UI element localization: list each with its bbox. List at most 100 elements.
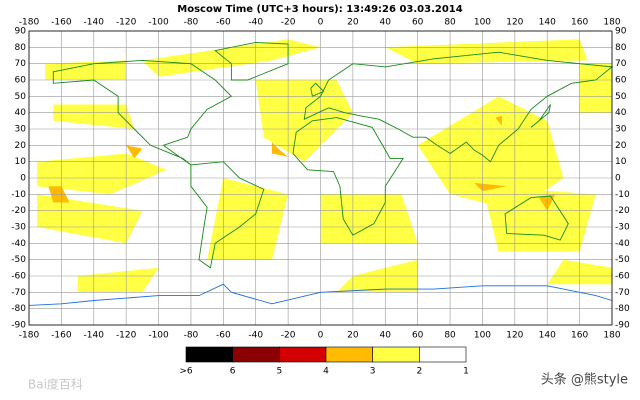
x-tick-label: 20 [347,331,359,341]
x-tick-label: -60 [216,331,231,341]
x-tick-label: 160 [571,331,588,341]
legend-label: >6 [179,367,193,377]
y-tick-label: 0 [615,174,621,184]
x-tick-label: 0 [318,18,324,28]
y-tick-label: -20 [11,206,26,216]
legend-swatch [279,346,327,363]
y-tick-label: 50 [15,92,27,102]
legend-label: 3 [370,367,376,377]
x-tick-label: -80 [184,331,199,341]
map-title: Moscow Time (UTC+3 hours): 13:49:26 03.0… [177,4,462,15]
zone-2 [142,39,321,77]
zone-3 [271,142,289,157]
y-tick-label: -70 [615,288,630,298]
zones [37,39,612,293]
x-tick-label: -180 [19,18,40,28]
x-tick-label: -120 [116,331,137,341]
y-tick-label: 60 [15,76,27,86]
x-tick-label: -20 [281,18,296,28]
y-tick-label: -30 [11,223,26,233]
landmass [190,161,265,269]
x-tick-label: -40 [248,331,263,341]
legend-swatch [372,346,420,363]
watermark: 头条 @熊style [541,372,628,388]
legend-label: 5 [276,367,282,377]
legend-swatch [185,346,233,363]
legend-swatch [325,346,373,363]
y-tick-label: -40 [615,239,630,249]
x-tick-label: -160 [51,331,72,341]
y-tick-label: 90 [15,27,27,37]
x-tick-label: 20 [347,18,359,28]
landmass [530,104,551,128]
landmass [303,51,614,163]
x-tick-label: -140 [84,331,105,341]
x-tick-label: -140 [84,18,105,28]
x-tick-label: 60 [412,331,424,341]
legend-label: 1 [463,367,469,377]
landmass [214,41,289,81]
grid [28,30,613,326]
y-tick-label: -80 [11,304,26,314]
x-tick-label: 120 [506,18,523,28]
x-tick-label: 160 [571,18,588,28]
x-tick-label: 100 [474,18,491,28]
y-tick-label: -10 [11,190,26,200]
x-tick-label: 60 [412,18,424,28]
x-tick-label: -100 [148,18,169,28]
x-tick-label: -20 [281,331,296,341]
coastlines [28,41,614,306]
watermark: Bai度百科 [28,377,83,392]
y-tick-label: 70 [615,59,627,69]
x-tick-label: 0 [318,331,324,341]
x-tick-label: -120 [116,18,137,28]
x-tick-label: 140 [539,18,556,28]
x-tick-label: 180 [603,18,620,28]
x-tick-label: 80 [444,331,456,341]
zone-2 [320,194,418,244]
map-frame [28,30,613,326]
x-tick-label: 40 [380,331,392,341]
zone-2 [45,60,127,80]
x-tick-label: 80 [444,18,456,28]
x-tick-label: 140 [539,331,556,341]
y-tick-label: -70 [11,288,26,298]
y-tick-label: 10 [15,157,27,167]
legend-swatch [419,346,467,363]
zone-2 [417,96,564,211]
legend-swatch [232,346,280,363]
y-tick-label: 60 [615,76,627,86]
y-tick-label: -60 [615,272,630,282]
y-tick-label: 30 [615,125,627,135]
x-tick-label: -60 [216,18,231,28]
x-tick-label: 180 [603,331,620,341]
y-tick-label: -40 [11,239,26,249]
y-tick-label: -30 [615,223,630,233]
y-tick-label: 80 [15,43,27,53]
y-tick-label: -60 [11,272,26,282]
x-tick-label: -160 [51,18,72,28]
y-tick-label: 40 [15,108,27,118]
x-tick-label: -180 [19,331,40,341]
zone-3 [126,145,143,159]
zone-2 [579,63,612,113]
landmass [52,59,233,166]
legend-label: 2 [416,367,422,377]
y-tick-label: 0 [20,174,26,184]
landmass [504,195,569,241]
zone-2 [37,194,143,244]
x-tick-label: -40 [248,18,263,28]
y-tick-label: -90 [11,321,26,331]
y-tick-label: 20 [615,141,627,151]
y-tick-label: 80 [615,43,627,53]
zone-2 [255,80,353,162]
antarctica-coast [28,283,613,306]
y-tick-label: -20 [615,206,630,216]
legend-label: 6 [230,367,236,377]
legend-label: 4 [323,367,329,377]
y-tick-label: -90 [615,321,630,331]
x-tick-label: 120 [506,331,523,341]
y-tick-label: -50 [11,255,26,265]
